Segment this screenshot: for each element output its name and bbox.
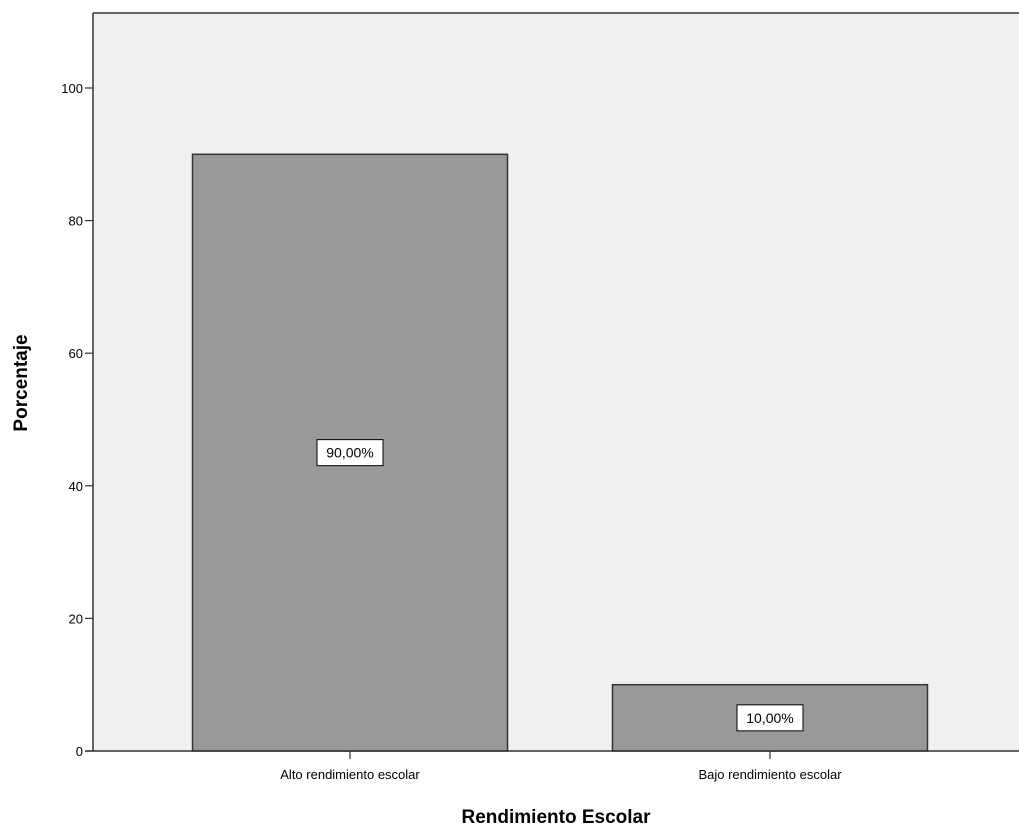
x-tick-label: Bajo rendimiento escolar <box>698 767 842 782</box>
x-axis-title: Rendimiento Escolar <box>462 807 652 827</box>
y-tick-label: 0 <box>76 744 83 759</box>
x-tick-label: Alto rendimiento escolar <box>280 767 420 782</box>
x-axis: Alto rendimiento escolar Bajo rendimiento… <box>85 12 1019 782</box>
y-tick-label: 80 <box>69 214 83 229</box>
data-label-box-1 <box>316 439 384 467</box>
data-label-box-2 <box>736 704 804 732</box>
data-labels-group: 90,00% 10,00% <box>316 439 804 732</box>
y-tick-label: 100 <box>61 81 83 96</box>
data-label-2: 10,00% <box>746 710 793 726</box>
y-tick-label: 40 <box>69 479 83 494</box>
y-axis-title: Porcentaje <box>11 334 32 431</box>
data-label-1: 90,00% <box>326 445 373 461</box>
y-tick-label: 20 <box>69 611 83 626</box>
y-axis: 0 20 40 60 80 100 <box>61 13 94 759</box>
y-tick-label: 60 <box>69 346 83 361</box>
